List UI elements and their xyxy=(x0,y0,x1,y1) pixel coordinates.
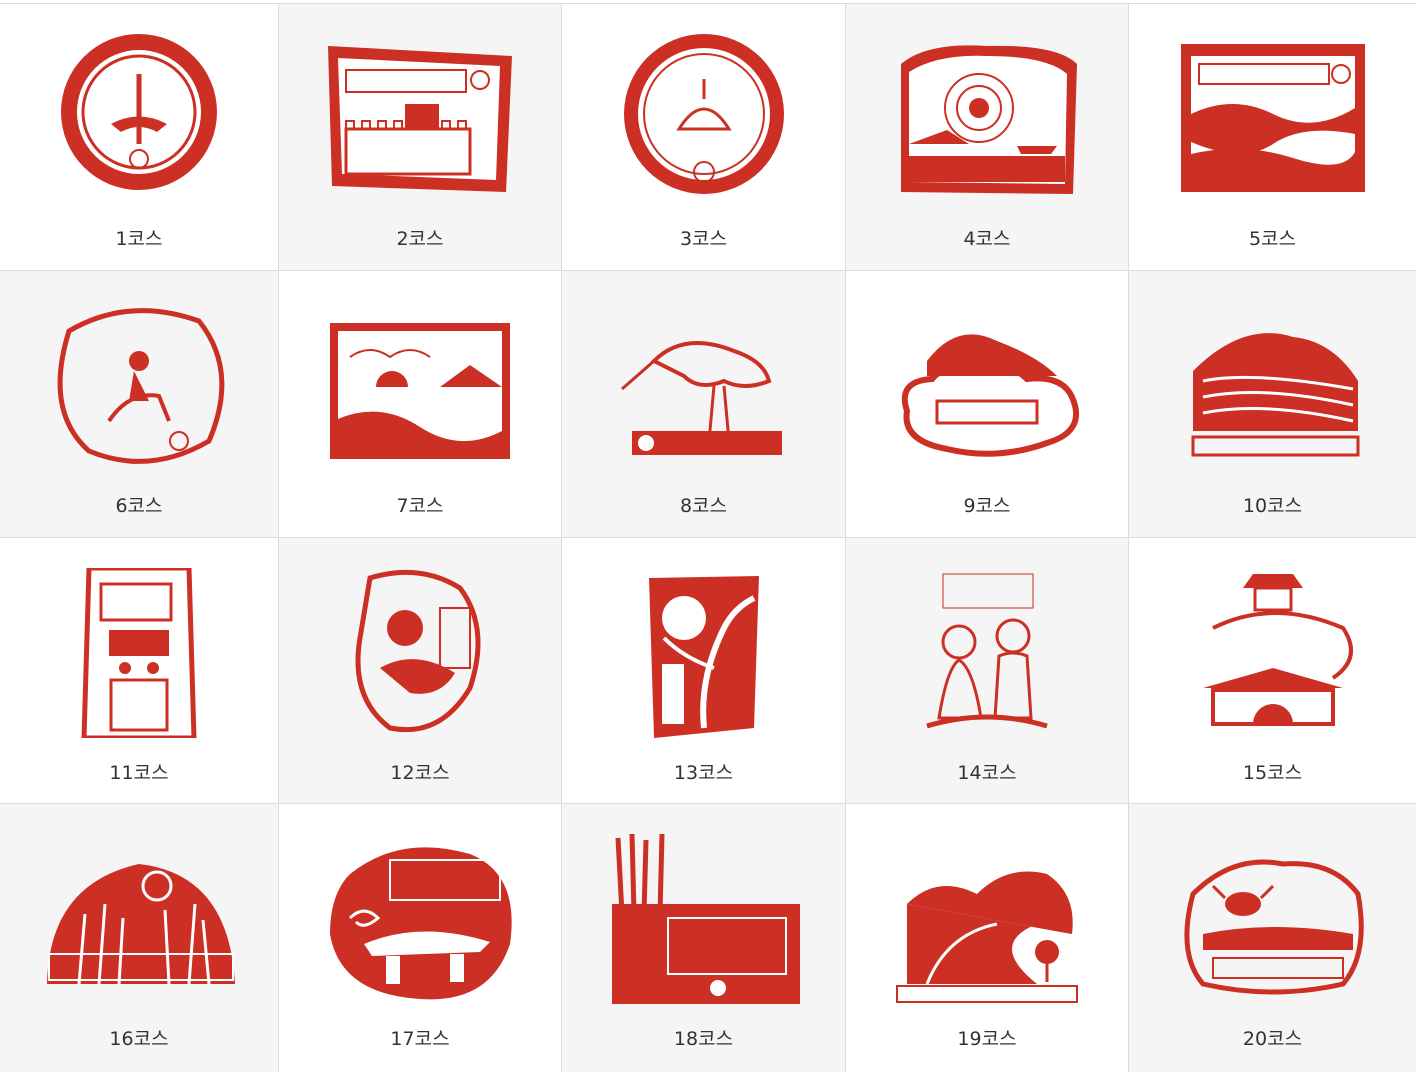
course-label[interactable]: 3코스 xyxy=(679,228,728,250)
crane-bird-stamp-icon xyxy=(604,301,804,471)
course-label[interactable]: 8코스 xyxy=(679,495,728,517)
reeds-stamp-icon xyxy=(604,834,804,1004)
course-label[interactable]: 13코스 xyxy=(673,762,734,784)
course-card-2[interactable]: 2코스 xyxy=(279,4,562,271)
course-card-19[interactable]: 19코스 xyxy=(846,804,1129,1072)
course-card-5[interactable]: 5코스 xyxy=(1129,4,1416,271)
course-label[interactable]: 12코스 xyxy=(390,762,450,784)
course-card-10[interactable]: 10코스 xyxy=(1129,271,1416,538)
course-card-6[interactable]: 6코스 xyxy=(0,271,279,538)
course-label[interactable]: 18코스 xyxy=(673,1028,734,1050)
cloud-island-stamp-icon xyxy=(887,301,1087,471)
course-card-1[interactable]: 1코스 xyxy=(0,4,279,271)
course-label[interactable]: 10코스 xyxy=(1242,495,1303,517)
course-label[interactable]: 19코스 xyxy=(957,1028,1017,1050)
palace-gate-stamp-icon xyxy=(1173,568,1373,738)
coastal-road-stamp-icon xyxy=(887,834,1087,1004)
traveler-donkey-stamp-icon xyxy=(39,301,239,471)
course-card-4[interactable]: 4코스 xyxy=(846,4,1129,271)
course-label[interactable]: 14코스 xyxy=(957,762,1017,784)
course-label[interactable]: 15코스 xyxy=(1242,762,1303,784)
dolmen-stamp-icon xyxy=(320,834,520,1004)
course-card-9[interactable]: 9코스 xyxy=(846,271,1129,538)
course-label[interactable]: 16코스 xyxy=(109,1028,169,1050)
course-label[interactable]: 4코스 xyxy=(963,228,1011,250)
course-card-11[interactable]: 11코스 xyxy=(0,538,279,804)
course-card-3[interactable]: 3코스 xyxy=(562,4,846,271)
course-card-14[interactable]: 14코스 xyxy=(846,538,1129,804)
round-tomb-stamp-icon xyxy=(604,34,804,204)
course-label[interactable]: 20코스 xyxy=(1242,1028,1303,1050)
general-face-stamp-icon xyxy=(320,568,520,738)
course-card-18[interactable]: 18코스 xyxy=(562,804,846,1072)
course-label[interactable]: 11코스 xyxy=(109,762,169,784)
mudflat-crab-stamp-icon xyxy=(1173,834,1373,1004)
old-tree-stamp-icon xyxy=(604,568,804,738)
course-label[interactable]: 1코스 xyxy=(115,228,163,250)
mountain-pass-stamp-icon xyxy=(1173,34,1373,204)
course-label[interactable]: 6코스 xyxy=(115,495,163,517)
stone-guardian-stamp-icon xyxy=(39,568,239,738)
fortress-wall-stamp-icon xyxy=(320,34,520,204)
course-card-17[interactable]: 17코스 xyxy=(279,804,562,1072)
course-card-8[interactable]: 8코스 xyxy=(562,271,846,538)
course-card-12[interactable]: 12코스 xyxy=(279,538,562,804)
couple-stamp-icon xyxy=(887,568,1087,738)
course-label[interactable]: 17코스 xyxy=(390,1028,450,1050)
course-label[interactable]: 5코스 xyxy=(1248,228,1297,250)
course-card-7[interactable]: 7코스 xyxy=(279,271,562,538)
terraced-fields-stamp-icon xyxy=(1173,301,1373,471)
course-label[interactable]: 7코스 xyxy=(396,495,444,517)
course-label[interactable]: 9코스 xyxy=(963,495,1011,517)
golden-field-stamp-icon xyxy=(39,834,239,1004)
sunset-coast-stamp-icon xyxy=(320,301,520,471)
course-card-13[interactable]: 13코스 xyxy=(562,538,846,804)
course-card-20[interactable]: 20코스 xyxy=(1129,804,1416,1072)
course-card-15[interactable]: 15코스 xyxy=(1129,538,1416,804)
course-label[interactable]: 2코스 xyxy=(396,228,444,250)
course-card-16[interactable]: 16코스 xyxy=(0,804,279,1072)
sunset-sea-stamp-icon xyxy=(887,34,1087,204)
course-stamp-grid: 1코스 2코스 3코스 xyxy=(0,3,1416,1072)
round-seal-stamp-icon xyxy=(39,34,239,204)
